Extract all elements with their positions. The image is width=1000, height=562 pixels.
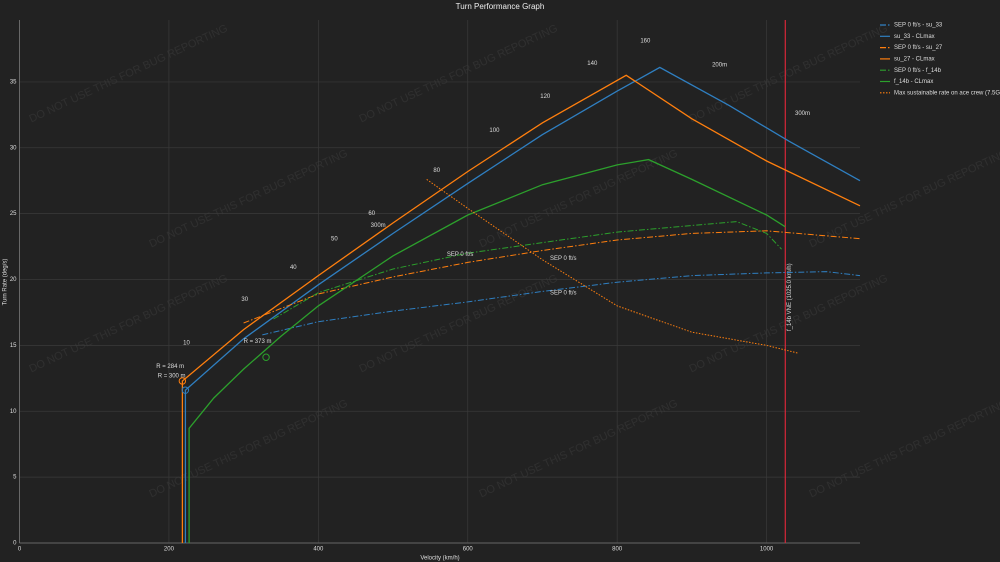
legend-label: Max sustainable rate on ace crew (7.5G) xyxy=(894,90,1000,96)
annotation: SEP 0 ft/s xyxy=(550,256,577,262)
y-tick-label: 10 xyxy=(10,409,17,415)
turn-point xyxy=(262,353,270,361)
legend-label: SEP 0 ft/s - su_27 xyxy=(894,45,943,51)
annotation: R = 373 m xyxy=(244,339,272,345)
annotation: 300m xyxy=(795,111,810,117)
series-line xyxy=(184,66,861,543)
y-tick-label: 30 xyxy=(10,145,17,151)
x-tick-label: 400 xyxy=(313,547,324,553)
turn-point xyxy=(181,386,190,394)
y-tick-label: 15 xyxy=(10,343,17,349)
annotation: 80 xyxy=(433,168,440,174)
x-tick-label: 800 xyxy=(612,547,623,553)
annotation: 100 xyxy=(489,128,500,134)
annotation: 300m xyxy=(371,223,386,229)
y-tick-label: 25 xyxy=(10,211,17,217)
legend: SEP 0 ft/s - su_33 su_33 - CLmax SEP 0 ft/… xyxy=(880,23,1000,96)
series-line xyxy=(426,178,799,354)
legend-label: SEP 0 ft/s - su_33 xyxy=(894,23,943,29)
x-tick-label: 1000 xyxy=(760,547,774,553)
annotation: 30 xyxy=(241,297,248,303)
y-axis-label: Turn Rate (deg/s) xyxy=(3,259,9,306)
limit-label: f_14b VNE (1025.0 km/h) xyxy=(787,263,793,331)
annotation: 50 xyxy=(331,236,338,242)
annotation: 40 xyxy=(290,265,297,271)
annotation: 160 xyxy=(640,39,651,45)
y-tick-label: 20 xyxy=(10,277,17,283)
legend-label: SEP 0 ft/s - f_14b xyxy=(894,68,942,74)
series-line xyxy=(262,271,861,336)
y-tick-label: 0 xyxy=(13,541,17,547)
annotation: SEP 0 ft/s xyxy=(550,290,577,296)
y-tick-label: 5 xyxy=(13,475,17,481)
annotation: R = 284 m xyxy=(156,364,184,370)
x-tick-label: 600 xyxy=(463,547,474,553)
turn-point xyxy=(178,377,187,385)
annotation: R = 300 m xyxy=(158,373,186,379)
annotation: 120 xyxy=(540,94,551,100)
x-axis-label: Velocity (km/h) xyxy=(420,556,459,562)
x-tick-label: 200 xyxy=(164,547,175,553)
series-line xyxy=(188,158,786,543)
legend-label: su_27 - CLmax xyxy=(894,56,935,62)
legend-label: f_14b - CLmax xyxy=(894,79,933,85)
series-line xyxy=(181,74,861,543)
annotation: 140 xyxy=(587,61,598,67)
series-line xyxy=(243,230,861,324)
annotation: 60 xyxy=(368,211,375,217)
annotation: SEP 0 ft/s xyxy=(447,252,474,258)
series-line xyxy=(273,221,782,320)
legend-label: su_33 - CLmax xyxy=(894,34,935,40)
annotation: 200m xyxy=(712,62,727,68)
y-tick-label: 35 xyxy=(10,79,17,85)
chart-title: Turn Performance Graph xyxy=(456,2,545,11)
annotation: 10 xyxy=(183,340,190,346)
x-tick-label: 0 xyxy=(18,547,22,553)
